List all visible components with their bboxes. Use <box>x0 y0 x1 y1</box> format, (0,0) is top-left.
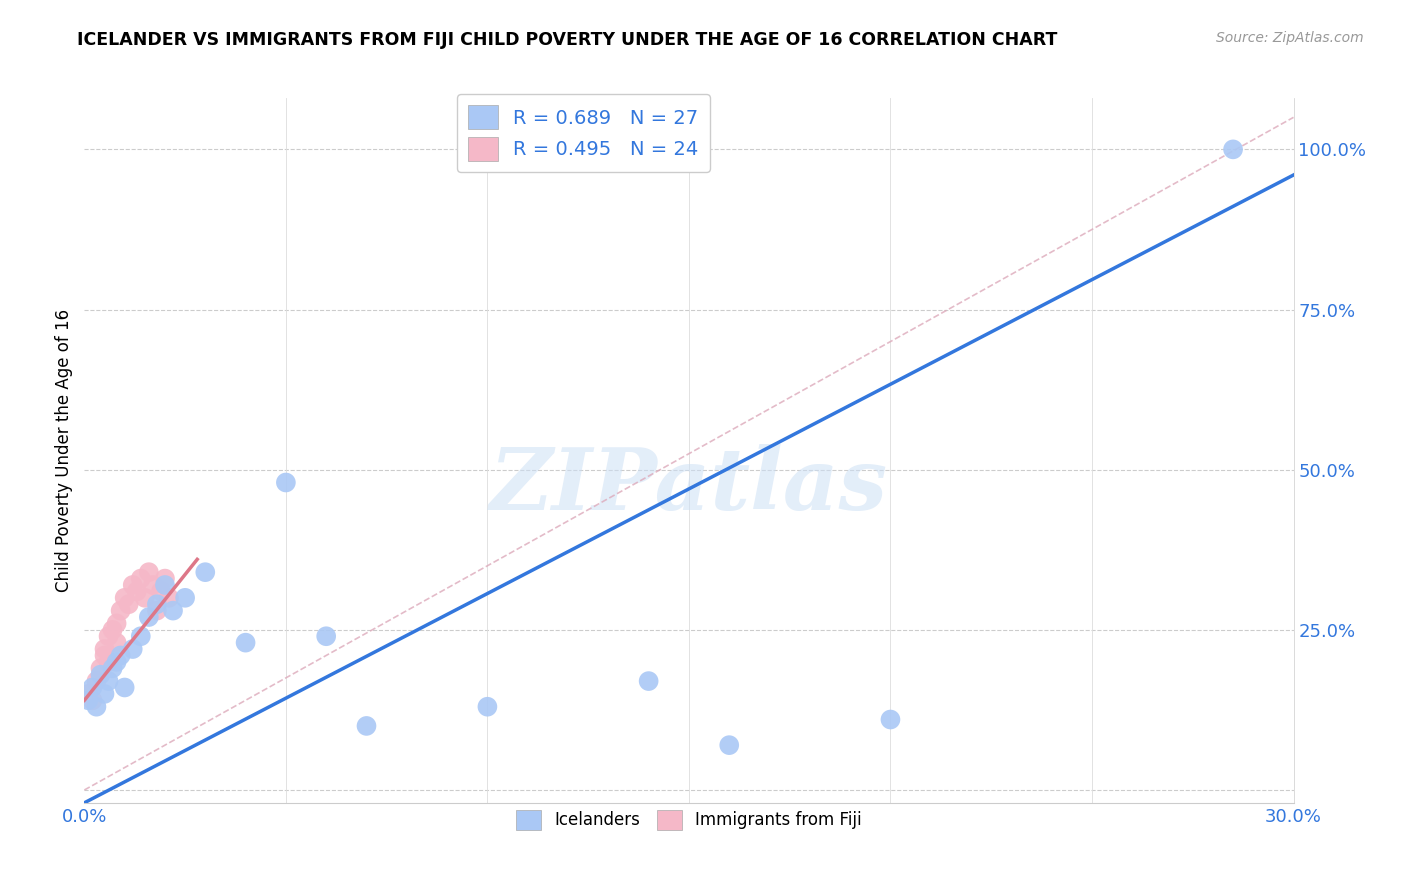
Point <box>121 642 143 657</box>
Y-axis label: Child Poverty Under the Age of 16: Child Poverty Under the Age of 16 <box>55 309 73 592</box>
Point <box>105 616 128 631</box>
Point <box>118 597 141 611</box>
Point <box>146 604 169 618</box>
Point <box>138 565 160 579</box>
Point <box>125 584 148 599</box>
Point <box>110 604 132 618</box>
Point <box>101 661 124 675</box>
Point <box>153 578 176 592</box>
Point <box>129 629 152 643</box>
Point <box>82 693 104 707</box>
Point <box>129 572 152 586</box>
Point <box>194 565 217 579</box>
Point <box>235 635 257 649</box>
Text: Source: ZipAtlas.com: Source: ZipAtlas.com <box>1216 31 1364 45</box>
Point <box>93 687 115 701</box>
Point <box>274 475 297 490</box>
Point <box>114 591 136 605</box>
Point <box>114 681 136 695</box>
Point <box>162 604 184 618</box>
Point <box>879 713 901 727</box>
Point <box>637 674 659 689</box>
Point <box>1222 142 1244 156</box>
Point <box>89 667 111 681</box>
Point <box>356 719 378 733</box>
Point <box>105 635 128 649</box>
Point <box>77 687 100 701</box>
Point <box>77 693 100 707</box>
Point <box>153 572 176 586</box>
Point <box>93 642 115 657</box>
Point <box>315 629 337 643</box>
Point <box>110 648 132 663</box>
Point <box>89 661 111 675</box>
Point <box>149 584 172 599</box>
Point <box>82 681 104 695</box>
Point <box>97 674 120 689</box>
Point <box>146 597 169 611</box>
Point <box>142 578 165 592</box>
Point <box>97 629 120 643</box>
Point <box>477 699 499 714</box>
Point <box>101 623 124 637</box>
Text: ZIPatlas: ZIPatlas <box>489 444 889 527</box>
Point <box>86 674 108 689</box>
Point <box>718 738 741 752</box>
Point <box>138 610 160 624</box>
Legend: Icelanders, Immigrants from Fiji: Icelanders, Immigrants from Fiji <box>509 803 869 837</box>
Point <box>93 648 115 663</box>
Point <box>134 591 156 605</box>
Point <box>97 655 120 669</box>
Point <box>86 699 108 714</box>
Text: ICELANDER VS IMMIGRANTS FROM FIJI CHILD POVERTY UNDER THE AGE OF 16 CORRELATION : ICELANDER VS IMMIGRANTS FROM FIJI CHILD … <box>77 31 1057 49</box>
Point <box>121 578 143 592</box>
Point <box>105 655 128 669</box>
Point <box>157 591 180 605</box>
Point <box>174 591 197 605</box>
